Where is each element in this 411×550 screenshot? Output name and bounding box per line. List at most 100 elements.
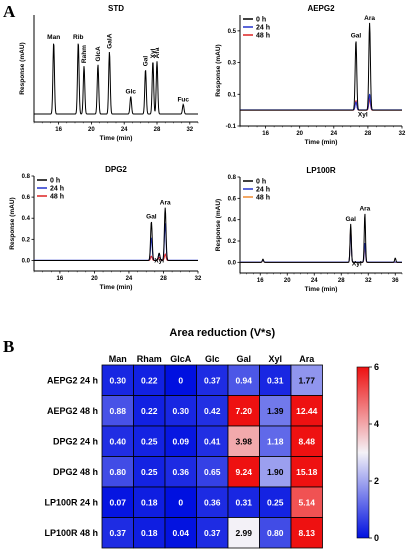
heatmap-cell-value: 0 <box>178 497 183 507</box>
heatmap-cell-value: 0.94 <box>235 375 252 385</box>
heatmap-cell <box>227 364 260 396</box>
heatmap-cell <box>101 395 134 427</box>
heatmap-cell-value: 8.48 <box>298 436 315 446</box>
heatmap-cell-value: 0.40 <box>109 436 126 446</box>
heatmap-cell <box>227 456 260 488</box>
x-tick-label: 28 <box>338 278 345 284</box>
heatmap-cell <box>133 486 166 518</box>
x-tick-label: 32 <box>195 276 202 282</box>
x-tick-label: 36 <box>392 278 399 284</box>
x-axis-label: Time (min) <box>305 286 338 293</box>
heatmap-cell <box>133 517 166 549</box>
y-tick-label: 0.1 <box>228 92 237 98</box>
peak-label-xyl: Xyl <box>352 261 362 268</box>
peak-label-rahm: Rahm <box>81 45 88 63</box>
heatmap-cell <box>133 364 166 396</box>
colorbar <box>356 366 370 539</box>
heatmap-cell <box>133 456 166 488</box>
heatmap-cell-value: 0.04 <box>172 528 189 538</box>
heatmap-cell <box>259 456 292 488</box>
heatmap-cell-value: 0.37 <box>204 528 221 538</box>
heatmap-cell <box>196 364 229 396</box>
heatmap-cell-value: 0.18 <box>141 528 158 538</box>
heatmap-cell <box>101 486 134 518</box>
heatmap-row-lp100r-48-h: LP100R 48 h <box>44 528 98 538</box>
y-axis-label: Response (mAU) <box>9 197 16 249</box>
y-tick-label: 0.8 <box>22 174 31 180</box>
x-tick-label: 16 <box>57 276 64 282</box>
heatmap-cell <box>164 517 197 549</box>
heatmap-row-aepg2-48-h: AEPG2 48 h <box>47 406 98 416</box>
panel-label-b: B <box>3 337 14 356</box>
legend-entry-24-h: 24 h <box>50 185 64 192</box>
x-tick-label: 32 <box>365 278 372 284</box>
peak-label-ara: Ara <box>359 205 370 212</box>
chromatogram-std: STD 16 20 24 28 32 Time (min) Response (mAU) Man… <box>19 4 199 142</box>
x-tick-label: 24 <box>121 127 128 133</box>
chromatogram-lp100r: LP100R 16 20 24 28 32 36 0.0 0.2 0.4 0.6 0.8 Time (m… <box>215 166 403 293</box>
heatmap-column-xyl: Xyl <box>268 354 282 364</box>
legend-entry-48-h: 48 h <box>50 193 64 200</box>
heatmap-cell <box>164 486 197 518</box>
heatmap-cell-value: 0.07 <box>109 497 126 507</box>
peak-label-fuc: Fuc <box>177 96 189 103</box>
peak-label-xyl: Xyl <box>154 258 164 265</box>
chromatogram-dpg2: DPG2 16 20 24 28 32 0.0 0.2 0.4 0.6 0.8 Time (min) R… <box>9 165 202 291</box>
peak-label-man: Man <box>47 34 60 41</box>
y-tick-label: 0.0 <box>228 260 237 266</box>
colorbar-tick-label: 2 <box>374 476 379 486</box>
y-axis-label: Response (mAU) <box>215 199 222 251</box>
heatmap-cell-value: 0.80 <box>109 467 126 477</box>
y-tick-label: -0.1 <box>226 124 237 130</box>
x-tick-label: 24 <box>330 131 337 137</box>
chromatogram-aepg2: AEPG2 16 20 24 28 32 -0.1 0.1 0.3 0.5 Time (min) Re… <box>215 4 406 146</box>
heatmap-cell-value: 1.90 <box>267 467 284 477</box>
heatmap-cell-value: 8.13 <box>298 528 315 538</box>
heatmap-cell-value: 0.18 <box>141 497 158 507</box>
heatmap-cell <box>164 456 197 488</box>
x-tick-label: 24 <box>126 276 133 282</box>
heatmap-cell-value: 0.36 <box>204 497 221 507</box>
y-axis-label: Response (mAU) <box>19 42 26 94</box>
y-tick-label: 0.0 <box>22 258 31 264</box>
heatmap-cell-value: 0.30 <box>109 375 126 385</box>
heatmap-column-gal: Gal <box>236 354 251 364</box>
heatmap-cell-value: 0.25 <box>141 467 158 477</box>
legend-entry-0-h: 0 h <box>256 16 266 23</box>
x-tick-label: 20 <box>296 131 303 137</box>
x-axis-label: Time (min) <box>100 284 133 291</box>
y-tick-label: 0.2 <box>22 237 31 243</box>
heatmap-cell <box>164 364 197 396</box>
panel-label-a: A <box>3 2 16 21</box>
heatmap-cell-value: 0.30 <box>172 406 189 416</box>
x-tick-label: 24 <box>311 278 318 284</box>
heatmap-cell-value: 0.09 <box>172 436 189 446</box>
series-line-0-h <box>240 213 402 263</box>
heatmap-cell-value: 5.14 <box>298 497 315 507</box>
y-tick-label: 0.4 <box>22 216 31 222</box>
series-line-0-h <box>34 207 198 261</box>
x-tick-label: 28 <box>160 276 167 282</box>
peak-label-gal: Gal <box>345 216 356 223</box>
heatmap-cell-value: 0.88 <box>109 406 126 416</box>
heatmap-area-reduction: Area reduction (V*s) Man Rham GlcA Glc Gal Xyl… <box>44 327 379 549</box>
heatmap-cell <box>259 395 292 427</box>
heatmap-cell <box>227 425 260 457</box>
x-tick-label: 20 <box>88 127 95 133</box>
y-tick-label: 0.3 <box>228 61 237 67</box>
legend-entry-24-h: 24 h <box>256 186 270 193</box>
heatmap-cell <box>290 517 323 549</box>
series-line-24-h <box>34 223 198 261</box>
x-tick-label: 28 <box>365 131 372 137</box>
heatmap-row-aepg2-24-h: AEPG2 24 h <box>47 375 98 385</box>
heatmap-cell <box>290 425 323 457</box>
x-tick-label: 28 <box>154 127 161 133</box>
legend-entry-48-h: 48 h <box>256 32 270 39</box>
legend-entry-0-h: 0 h <box>256 178 266 185</box>
y-tick-label: 0.2 <box>228 239 237 245</box>
colorbar-tick-label: 4 <box>374 419 379 429</box>
heatmap-cell-value: 0.37 <box>204 375 221 385</box>
series-line-24-h <box>240 230 402 263</box>
